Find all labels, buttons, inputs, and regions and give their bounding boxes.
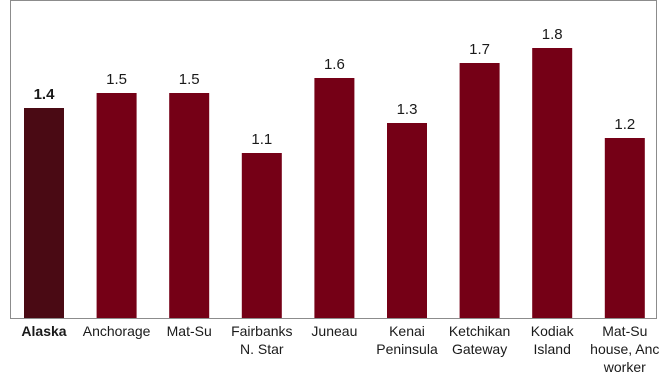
value-label-8: 1.2: [614, 116, 635, 133]
value-label-7: 1.8: [542, 26, 563, 43]
category-label-3: Fairbanks N. Star: [231, 323, 292, 357]
bar-5: [387, 123, 427, 318]
category-labels-group: Alaska Anchorage Mat-Su Fairbanks N. Star Jun…: [21, 323, 659, 375]
category-label-8-line-0: Mat-Su: [602, 323, 647, 339]
category-label-5-line-0: Kenai: [389, 323, 425, 339]
value-label-1: 1.5: [106, 71, 127, 88]
category-label-2: Mat-Su: [167, 323, 212, 339]
category-label-7-line-0: Kodiak: [531, 323, 575, 339]
bar-1: [96, 93, 137, 318]
category-label-6-line-0: Ketchikan: [449, 323, 510, 339]
value-label-0: 1.4: [34, 86, 56, 103]
bars-group: [24, 48, 645, 318]
category-label-6-line-1: Gateway: [452, 341, 507, 357]
plot-area-frame: [10, 0, 657, 319]
category-label-1: Anchorage: [83, 323, 151, 339]
value-label-6: 1.7: [469, 41, 490, 58]
bar-4: [314, 78, 355, 318]
value-label-5: 1.3: [397, 101, 418, 118]
category-label-4: Juneau: [311, 323, 357, 339]
bar-3: [241, 153, 282, 318]
category-label-3-line-1: N. Star: [240, 341, 284, 357]
category-label-6: Ketchikan Gateway: [449, 323, 510, 357]
bar-2: [169, 93, 210, 318]
value-label-2: 1.5: [179, 71, 200, 88]
category-label-0: Alaska: [21, 323, 66, 339]
category-label-8-line-2: worker: [603, 359, 646, 375]
bar-8: [604, 138, 645, 318]
category-label-3-line-0: Fairbanks: [231, 323, 292, 339]
category-label-2-line-0: Mat-Su: [167, 323, 212, 339]
category-label-7-line-1: Island: [534, 341, 571, 357]
value-label-3: 1.1: [251, 131, 272, 148]
bar-0: [24, 108, 64, 318]
category-label-0-line-0: Alaska: [21, 323, 66, 339]
category-label-8-line-1: house, Anc: [590, 341, 659, 357]
value-labels-group: 1.4 1.5 1.5 1.1 1.6 1.3 1.7 1.8 1.2: [34, 26, 636, 148]
category-label-5-line-1: Peninsula: [376, 341, 438, 357]
category-label-4-line-0: Juneau: [311, 323, 357, 339]
category-label-8: Mat-Su house, Anc worker: [590, 323, 659, 375]
category-label-1-line-0: Anchorage: [83, 323, 151, 339]
bar-7: [532, 48, 573, 318]
category-label-5: Kenai Peninsula: [376, 323, 438, 357]
value-label-4: 1.6: [324, 56, 345, 73]
category-label-7: Kodiak Island: [531, 323, 575, 357]
bar-6: [459, 63, 500, 318]
